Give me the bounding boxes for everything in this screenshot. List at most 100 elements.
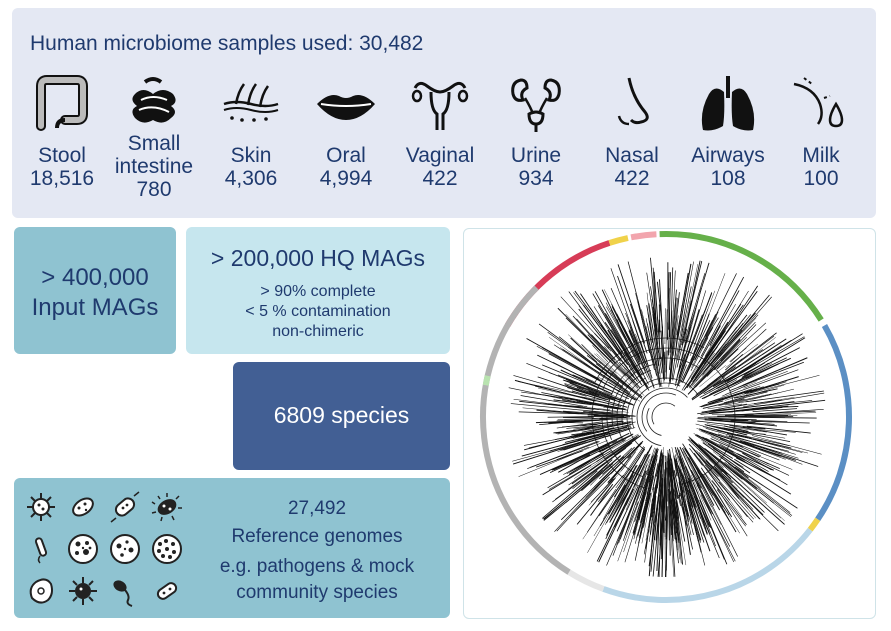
tree-branch xyxy=(732,362,769,385)
petri-dish-icon xyxy=(110,534,140,564)
tree-branch xyxy=(736,453,774,471)
tree-branch xyxy=(665,309,668,373)
tree-branch xyxy=(728,344,782,380)
tree-branch xyxy=(692,346,718,383)
tree-branch xyxy=(649,497,655,535)
tree-branch xyxy=(623,368,640,387)
tree-branch xyxy=(728,463,791,513)
tree-branch xyxy=(562,399,627,411)
tree-branch xyxy=(720,445,771,476)
tree-branch xyxy=(700,400,724,408)
tree-branch xyxy=(610,288,636,344)
tree-branch xyxy=(703,383,723,395)
input-mags-text: > 400,000 Input MAGs xyxy=(14,263,176,323)
tree-branch xyxy=(628,330,647,372)
tree-branch xyxy=(553,344,631,395)
tree-branch xyxy=(611,433,639,450)
tree-branch xyxy=(691,379,722,401)
tree-branch xyxy=(588,464,625,506)
tree-branch xyxy=(684,466,708,530)
site-count: 422 xyxy=(614,167,650,190)
tree-branch xyxy=(655,450,662,494)
tree-branch xyxy=(626,466,645,506)
tree-branch xyxy=(664,471,668,520)
tree-branch xyxy=(725,353,744,371)
tree-branch xyxy=(558,454,591,473)
tree-branch xyxy=(616,486,639,532)
input-mags-box: > 400,000 Input MAGs xyxy=(14,227,176,354)
nose-icon xyxy=(617,77,649,126)
hq-criterion: < 5 % contamination xyxy=(245,303,391,320)
tree-branch xyxy=(626,377,699,450)
reference-example: community species xyxy=(236,582,398,603)
tree-branch xyxy=(510,403,612,414)
tree-branch xyxy=(592,345,609,363)
tree-branch xyxy=(617,264,646,344)
tree-branch xyxy=(574,439,626,470)
tree-branch xyxy=(728,416,817,419)
tree-branch xyxy=(569,428,604,437)
tree-branch xyxy=(665,350,668,380)
site-count: 18,516 xyxy=(29,167,95,190)
tree-branch xyxy=(693,321,756,387)
tree-branch xyxy=(596,353,638,393)
tree-branch xyxy=(625,453,651,511)
tree-branch xyxy=(722,468,785,525)
tree-branch xyxy=(513,375,587,397)
tree-branch xyxy=(625,339,649,385)
tree-branch xyxy=(700,332,725,367)
tree-branch xyxy=(690,474,712,521)
tree-branch xyxy=(669,358,674,384)
tree-branch xyxy=(518,411,580,415)
tree-branch xyxy=(547,450,612,489)
tree-branch xyxy=(599,447,633,480)
tree-branch xyxy=(668,289,677,370)
tree-branch xyxy=(682,473,693,506)
tree-branch xyxy=(565,455,621,504)
site-name: Nasal xyxy=(605,144,659,167)
site-count: 108 xyxy=(710,167,746,190)
input-mags-label: Input MAGs xyxy=(31,294,159,321)
tree-branch xyxy=(576,387,600,397)
tree-ring-segment xyxy=(608,235,629,246)
tree-branch xyxy=(555,424,632,440)
tree-branch xyxy=(676,341,694,389)
tree-branch xyxy=(623,480,648,553)
tree-branch xyxy=(696,484,714,515)
tree-branch xyxy=(652,463,659,491)
tree-ring-segment xyxy=(659,231,824,322)
tree-branch xyxy=(662,327,664,378)
tree-branch xyxy=(700,273,726,336)
tree-branch xyxy=(641,448,657,488)
tree-ring-segment xyxy=(567,569,605,592)
tree-branch xyxy=(690,320,711,361)
tree-branch xyxy=(556,474,609,532)
site-count: 934 xyxy=(518,167,554,190)
tree-branch xyxy=(612,433,634,444)
tree-branch xyxy=(694,311,719,360)
tree-branch xyxy=(744,376,799,395)
tree-branch xyxy=(743,370,788,389)
uterus-icon xyxy=(411,81,469,130)
site-oral: Oral 4,994 xyxy=(298,74,394,191)
tree-branch xyxy=(705,273,737,337)
tree-branch xyxy=(681,288,702,361)
tree-branch xyxy=(718,393,772,406)
tree-branch xyxy=(696,450,756,519)
tree-branch xyxy=(717,414,789,417)
tree-branch xyxy=(702,398,745,409)
site-name: Oral xyxy=(326,144,366,167)
tree-branch xyxy=(648,503,652,533)
tree-branch xyxy=(678,465,702,541)
tree-branch xyxy=(733,369,799,394)
tree-branch xyxy=(554,471,611,532)
tree-branch xyxy=(599,417,627,420)
tree-branch xyxy=(693,467,738,557)
tree-branch xyxy=(665,506,669,578)
tree-branch xyxy=(620,477,644,540)
tree-branch xyxy=(617,275,646,355)
tree-branch xyxy=(558,396,626,410)
tree-branch xyxy=(704,452,728,476)
tree-branch xyxy=(622,446,645,478)
tree-branch xyxy=(681,358,702,391)
